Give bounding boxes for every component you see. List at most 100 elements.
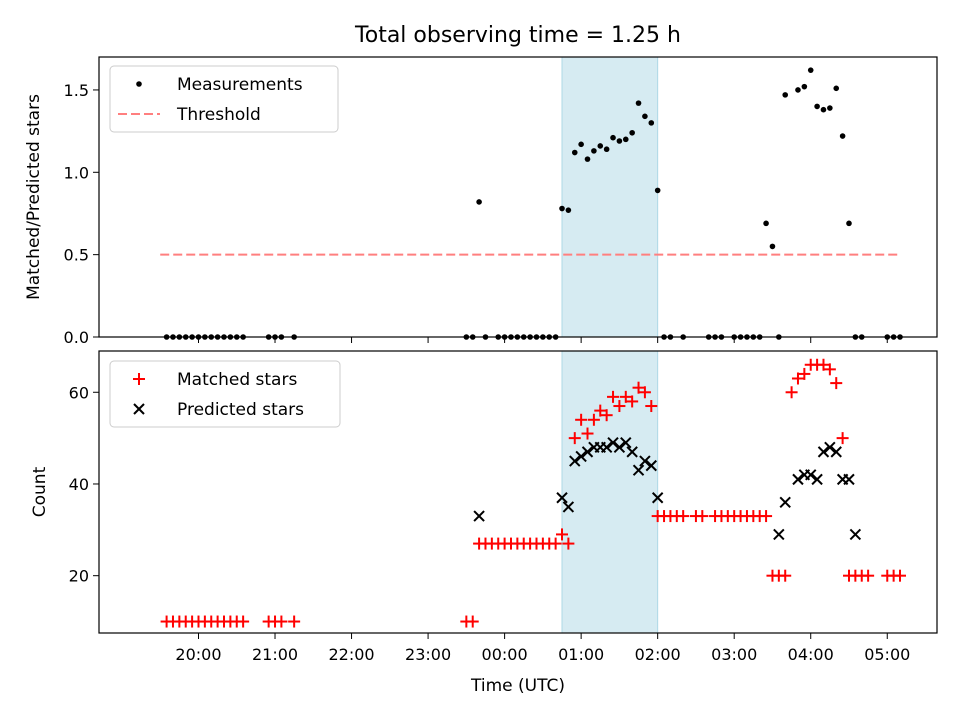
top-axes-frame [98, 56, 938, 338]
measurement-point [827, 105, 833, 111]
matched-star-point [696, 510, 709, 523]
predicted-star-point [613, 441, 626, 453]
measurement-point [571, 149, 578, 156]
matched-star-point [626, 395, 639, 408]
measurement-point [578, 141, 584, 148]
predicted-star-point [639, 455, 651, 467]
matched-star-point [645, 400, 658, 413]
bottom-y-ticks: 20 40 60 [69, 383, 99, 586]
top-y-ticks: 0.0 0.5 1.0 1.5 [64, 81, 99, 347]
predicted-star-point [843, 473, 855, 486]
legend-measurements-marker [136, 81, 142, 87]
top-legend-box [109, 65, 339, 133]
y-tick-label: 1.5 [64, 81, 89, 100]
matched-star-point [275, 615, 288, 628]
matched-star-point [466, 615, 479, 628]
matched-star-point [549, 537, 562, 550]
predicted-star-point [600, 441, 613, 453]
measurement-point [591, 148, 597, 154]
matched-star-point [638, 386, 651, 399]
measurement-point [801, 83, 808, 90]
y-tick-label: 60 [69, 383, 89, 402]
y-tick-label: 1.0 [64, 163, 89, 182]
predicted-star-point [651, 492, 664, 504]
y-tick-label: 0.5 [64, 246, 89, 265]
predicted-star-point [773, 528, 785, 541]
measurement-point [642, 113, 648, 120]
bottom-legend-box [109, 360, 341, 428]
top-legend: Measurements Threshold [109, 65, 339, 133]
matched-star-point [613, 400, 626, 413]
measurement-point [584, 156, 591, 162]
matched-star-point [823, 363, 836, 376]
predicted-star-point [569, 455, 581, 467]
x-tick-label: 23:00 [405, 645, 451, 664]
matched-star-point [581, 427, 594, 440]
predicted-star-point [792, 473, 804, 486]
legend-predicted-marker [133, 403, 145, 415]
top-y-axis-label: Matched/Predicted stars [24, 94, 44, 300]
measurement-point [807, 67, 814, 73]
legend-threshold-label: Threshold [176, 105, 261, 125]
y-tick-label: 40 [69, 475, 89, 494]
matched-star-point [817, 358, 830, 371]
matched-star-point [785, 386, 798, 399]
x-tick-label: 21:00 [252, 645, 298, 664]
bottom-panel: 20 40 60 20:00 21:00 22:00 23:00 00:00 01:00 02:… [30, 350, 938, 696]
bottom-x-ticks: 20:00 21:00 22:00 23:00 00:00 01:00 02:00 03:00… [175, 633, 910, 664]
measurement-point [820, 106, 827, 113]
measurement-point [839, 133, 846, 139]
measurement-point [597, 143, 604, 149]
legend-predicted-label: Predicted stars [177, 400, 304, 420]
matched-star-point [288, 615, 301, 628]
measurement-point [654, 187, 661, 194]
x-tick-label: 20:00 [175, 645, 221, 664]
matched-star-point [562, 537, 575, 550]
predicted-star-point [817, 446, 830, 458]
measurement-point [846, 220, 852, 227]
predicted-star-point [805, 469, 817, 481]
predicted-star-point [811, 473, 823, 486]
matched-star-point [798, 367, 811, 380]
legend-matched-marker [133, 373, 145, 385]
predicted-star-point [575, 450, 587, 463]
matched-star-point [237, 615, 250, 628]
measurement-point [565, 207, 572, 213]
matched-star-point [894, 569, 907, 582]
predicted-star-point [581, 446, 594, 458]
predicted-star-point [473, 510, 485, 522]
predicted-star-point [562, 501, 575, 513]
x-tick-label: 05:00 [864, 645, 910, 664]
matched-star-point [779, 569, 792, 582]
predicted-star-point [645, 459, 657, 472]
legend-matched-label: Matched stars [177, 370, 297, 390]
measurement-point [616, 138, 623, 144]
measurement-point [769, 243, 776, 250]
matched-star-point [862, 569, 875, 582]
predicted-star-point [607, 437, 619, 449]
bottom-highlight-span [561, 350, 659, 634]
bottom-legend: Matched stars Predicted stars [109, 360, 341, 428]
x-tick-label: 22:00 [328, 645, 374, 664]
matched-star-point [791, 372, 804, 385]
matched-star-point [836, 432, 849, 445]
measurement-point [622, 136, 629, 143]
measurement-point [795, 87, 801, 93]
measurement-point [559, 205, 565, 212]
x-tick-label: 00:00 [482, 645, 528, 664]
measurement-point [603, 146, 610, 153]
matched-star-point [568, 432, 581, 445]
top-panel: 0.0 0.5 1.0 1.5 Matched/Predicted stars Mea… [24, 56, 938, 347]
bottom-axes-frame [98, 350, 938, 634]
predicted-star-point [620, 437, 632, 449]
matched-star-point [677, 510, 690, 523]
y-tick-label: 0.0 [64, 328, 89, 347]
measurement-point [814, 103, 820, 110]
x-tick-label: 02:00 [635, 645, 681, 664]
measurement-point [648, 120, 655, 126]
measurement-point [833, 85, 840, 92]
matched-star-point [632, 381, 645, 394]
measurement-point [782, 92, 789, 98]
top-highlight-span [561, 56, 659, 338]
matched-star-point [594, 404, 607, 417]
